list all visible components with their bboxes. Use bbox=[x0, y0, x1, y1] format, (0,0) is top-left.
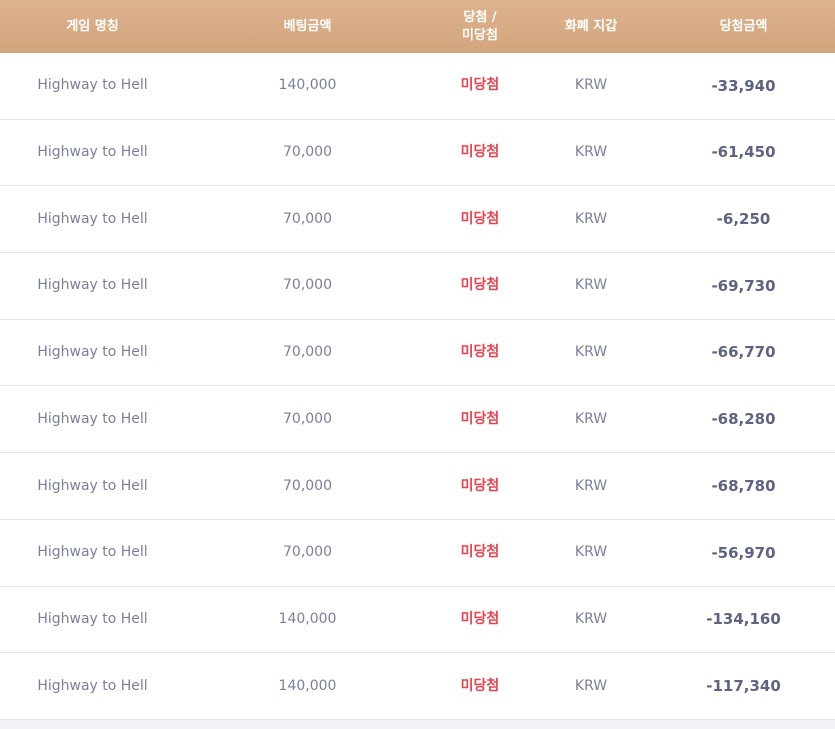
game-name: Highway to Hell bbox=[37, 344, 148, 361]
win-status: 미당첨 bbox=[460, 277, 500, 294]
table-row: Highway to Hell 70,000 미당첨 KRW -56,970 bbox=[0, 520, 835, 587]
table-row: Highway to Hell 70,000 미당첨 KRW -68,280 bbox=[0, 386, 835, 454]
win-amount: -68,280 bbox=[711, 410, 776, 429]
header-cell: 화폐 지갑 bbox=[564, 18, 618, 34]
game-name: Highway to Hell bbox=[37, 410, 148, 427]
win-status: 미당첨 bbox=[460, 210, 500, 227]
win-status: 미당첨 bbox=[460, 610, 500, 627]
game-name: Highway to Hell bbox=[37, 210, 148, 227]
header-cell: 게임 명칭 bbox=[66, 18, 119, 34]
currency: KRW bbox=[574, 610, 608, 627]
bet-amount: 70,000 bbox=[283, 344, 332, 361]
win-amount: -6,250 bbox=[716, 210, 771, 229]
header-cell: 당첨금액 bbox=[719, 18, 768, 34]
win-amount: -33,940 bbox=[711, 76, 776, 95]
table-row: Highway to Hell 70,000 미당첨 KRW -69,730 bbox=[0, 253, 835, 320]
bet-amount: 70,000 bbox=[283, 144, 332, 161]
win-status: 미당첨 bbox=[460, 410, 500, 427]
bet-amount: 140,000 bbox=[278, 610, 337, 627]
win-status: 미당첨 bbox=[460, 144, 500, 161]
currency: KRW bbox=[574, 210, 608, 227]
bet-amount: 70,000 bbox=[283, 410, 332, 427]
win-amount: -66,770 bbox=[711, 343, 776, 362]
table-row: Highway to Hell 140,000 미당첨 KRW -117,340 bbox=[0, 653, 835, 720]
currency: KRW bbox=[574, 477, 608, 494]
bet-amount: 140,000 bbox=[278, 677, 337, 694]
win-status: 미당첨 bbox=[460, 344, 500, 361]
game-name: Highway to Hell bbox=[37, 677, 148, 694]
game-name: Highway to Hell bbox=[37, 144, 148, 161]
table-row: Highway to Hell 70,000 미당첨 KRW -66,770 bbox=[0, 320, 835, 387]
table-row: Highway to Hell 140,000 미당첨 KRW -134,160 bbox=[0, 587, 835, 654]
currency: KRW bbox=[574, 144, 608, 161]
bet-amount: 140,000 bbox=[278, 77, 337, 94]
win-amount: -117,340 bbox=[706, 676, 781, 695]
win-amount: -69,730 bbox=[711, 276, 776, 295]
header-cell: 베팅금액 bbox=[283, 18, 332, 34]
currency: KRW bbox=[574, 410, 608, 427]
table-row: Highway to Hell 70,000 미당첨 KRW -68,780 bbox=[0, 453, 835, 520]
game-name: Highway to Hell bbox=[37, 610, 148, 627]
bet-amount: 70,000 bbox=[283, 544, 332, 561]
currency: KRW bbox=[574, 677, 608, 694]
game-name: Highway to Hell bbox=[37, 77, 148, 94]
bet-amount: 70,000 bbox=[283, 477, 332, 494]
win-amount: -68,780 bbox=[711, 476, 776, 495]
table-row: Highway to Hell 140,000 미당첨 KRW -33,940 bbox=[0, 53, 835, 120]
currency: KRW bbox=[574, 344, 608, 361]
win-amount: -56,970 bbox=[711, 543, 776, 562]
bet-amount: 70,000 bbox=[283, 277, 332, 294]
currency: KRW bbox=[574, 77, 608, 94]
win-status: 미당첨 bbox=[460, 677, 500, 694]
currency: KRW bbox=[574, 277, 608, 294]
win-status: 미당첨 bbox=[460, 477, 500, 494]
table-header: 게임 명칭 베팅금액 당첨 / 미당첨 화폐 지갑 당첨금액 bbox=[0, 0, 835, 53]
bet-amount: 70,000 bbox=[283, 210, 332, 227]
currency: KRW bbox=[574, 544, 608, 561]
win-amount: -61,450 bbox=[711, 143, 776, 162]
win-status: 미당첨 bbox=[460, 544, 500, 561]
game-name: Highway to Hell bbox=[37, 277, 148, 294]
win-status: 미당첨 bbox=[460, 77, 500, 94]
game-name: Highway to Hell bbox=[37, 544, 148, 561]
table-row: Highway to Hell 70,000 미당첨 KRW -6,250 bbox=[0, 186, 835, 254]
game-name: Highway to Hell bbox=[37, 477, 148, 494]
header-cell: 당첨 / 미당첨 bbox=[462, 9, 498, 43]
win-amount: -134,160 bbox=[706, 610, 781, 629]
table-row: Highway to Hell 70,000 미당첨 KRW -61,450 bbox=[0, 120, 835, 187]
